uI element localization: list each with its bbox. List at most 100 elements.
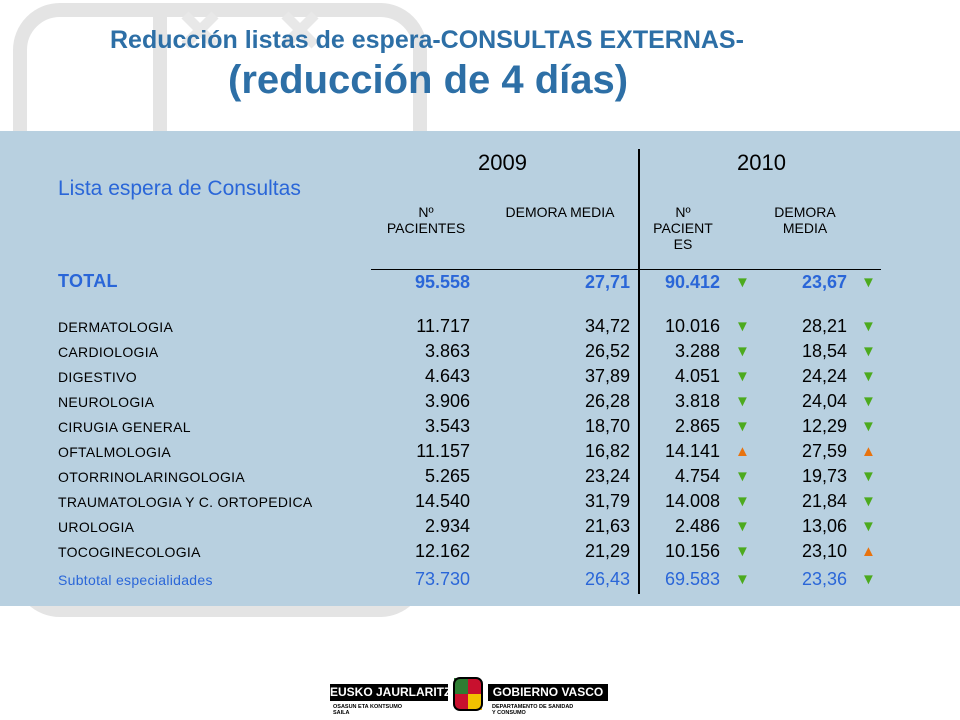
header-2010-patients: Nº PACIENT ES [653,204,713,252]
row-label: UROLOGIA [58,519,135,535]
arrow-down-icon: ▼ [861,343,876,360]
arrow-down-icon: ▼ [861,393,876,410]
row-label: OTORRINOLARINGOLOGIA [58,469,245,485]
patients-2009: 4.643 [424,366,470,386]
arrow-down-icon: ▼ [861,468,876,485]
patients-2009: 3.863 [424,341,470,361]
patients-2009: 12.162 [414,541,470,561]
arrow-up-icon: ▲ [861,443,876,460]
patients-2010: 10.016 [664,316,720,336]
basque-seal-icon [453,677,483,711]
patients-2010: 4.051 [674,366,720,386]
delay-2010: 23,67 [801,272,847,292]
arrow-down-icon: ▼ [735,468,750,485]
arrow-down-icon: ▼ [861,518,876,535]
patients-2009: 11.157 [416,441,470,461]
patients-2009: 2.934 [424,516,470,536]
delay-2009: 16,82 [584,441,630,461]
row-label: OFTALMOLOGIA [58,444,172,460]
arrow-up-icon: ▲ [735,443,750,460]
section-label: Lista espera de Consultas [58,177,301,200]
delay-2010: 21,84 [801,491,847,511]
arrow-down-icon: ▼ [735,393,750,410]
arrow-down-icon: ▼ [735,418,750,435]
delay-2009: 27,71 [584,272,630,292]
patients-2010: 2.486 [674,516,720,536]
delay-2009: 31,79 [584,491,630,511]
arrow-down-icon: ▼ [861,368,876,385]
patients-2009: 95.558 [414,272,470,292]
delay-2010: 19,73 [801,466,847,486]
arrow-down-icon: ▼ [735,368,750,385]
delay-2010: 24,24 [801,366,847,386]
header-2009-delay: DEMORA MEDIA [505,204,615,220]
footer-right-small: DEPARTAMENTO DE SANIDAD Y CONSUMO [492,704,574,716]
title-line-2: (reducción de 4 días) [228,58,629,102]
delay-2009: 37,89 [584,366,630,386]
patients-2010: 14.141 [664,441,720,461]
patients-2009: 3.906 [424,391,470,411]
delay-2009: 26,43 [584,569,630,589]
header-2010-delay: DEMORA MEDIA [774,204,836,236]
year-2009: 2009 [478,150,527,175]
patients-2009: 3.543 [424,416,470,436]
delay-2010: 23,36 [801,569,847,589]
delay-2010: 12,29 [801,416,847,436]
patients-2010: 4.754 [674,466,720,486]
delay-2009: 21,29 [584,541,630,561]
patients-2010: 90.412 [664,272,720,292]
patients-2010: 69.583 [664,569,720,589]
header-underline [371,269,881,270]
patients-2010: 10.156 [664,541,720,561]
patients-2010: 3.818 [674,391,720,411]
table-panel [0,131,960,606]
delay-2009: 26,28 [584,391,630,411]
arrow-down-icon: ▼ [735,493,750,510]
delay-2010: 28,21 [801,316,847,336]
header-2009-patients: Nº PACIENTES [386,204,466,236]
footer-left-small: OSASUN ETA KONTSUMO SAILA [333,704,403,716]
delay-2010: 24,04 [801,391,847,411]
arrow-down-icon: ▼ [861,318,876,335]
row-label: CIRUGIA GENERAL [58,419,191,435]
arrow-down-icon: ▼ [735,571,750,588]
patients-2010: 14.008 [664,491,720,511]
patients-2009: 5.265 [424,466,470,486]
footer-left-bar: EUSKO JAURLARITZA [330,684,461,701]
delay-2009: 21,63 [584,516,630,536]
row-label: TOTAL [58,271,118,291]
row-label: CARDIOLOGIA [58,344,159,360]
patients-2009: 11.717 [416,316,470,336]
row-label: NEUROLOGIA [58,394,155,410]
arrow-down-icon: ▼ [735,518,750,535]
patients-2009: 73.730 [414,569,470,589]
patients-2010: 2.865 [674,416,720,436]
year-divider [638,149,640,594]
delay-2010: 13,06 [801,516,847,536]
patients-2010: 3.288 [674,341,720,361]
arrow-down-icon: ▼ [735,543,750,560]
arrow-down-icon: ▼ [735,343,750,360]
row-label: DIGESTIVO [58,369,137,385]
title-line-1: Reducción listas de espera-CONSULTAS EXT… [110,26,744,54]
delay-2009: 18,70 [584,416,630,436]
patients-2009: 14.540 [414,491,470,511]
arrow-down-icon: ▼ [861,571,876,588]
delay-2010: 23,10 [801,541,847,561]
delay-2009: 23,24 [584,466,630,486]
delay-2010: 18,54 [801,341,847,361]
row-label: Subtotal especialidades [58,572,213,588]
row-label: DERMATOLOGIA [58,319,174,335]
delay-2009: 34,72 [584,316,630,336]
delay-2009: 26,52 [584,341,630,361]
row-label: TRAUMATOLOGIA Y C. ORTOPEDICA [58,494,313,510]
arrow-up-icon: ▲ [861,543,876,560]
footer-right-bar: GOBIERNO VASCO [488,684,608,701]
arrow-down-icon: ▼ [861,493,876,510]
delay-2010: 27,59 [801,441,847,461]
arrow-down-icon: ▼ [735,318,750,335]
arrow-down-icon: ▼ [735,274,750,291]
year-2010: 2010 [737,150,786,175]
row-label: TOCOGINECOLOGIA [58,544,201,560]
arrow-down-icon: ▼ [861,274,876,291]
